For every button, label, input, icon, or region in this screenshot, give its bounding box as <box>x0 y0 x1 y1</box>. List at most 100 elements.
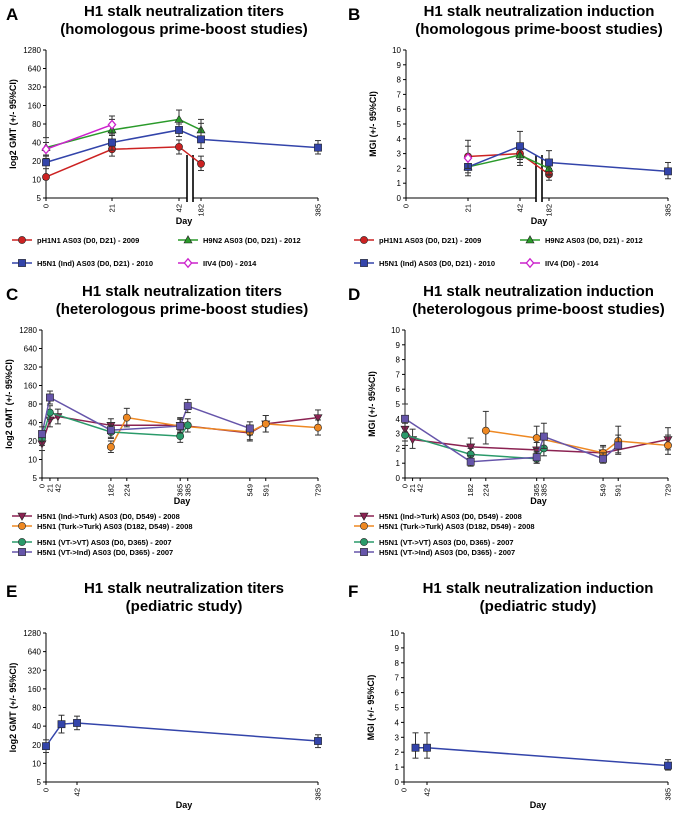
data-point <box>175 126 183 134</box>
y-tick-label: 1280 <box>19 326 37 335</box>
y-tick-label: 160 <box>28 685 42 694</box>
x-tick-label: 591 <box>261 484 270 497</box>
x-tick-label: 42 <box>423 788 432 796</box>
y-tick-label: 5 <box>37 778 42 787</box>
y-tick-label: 2 <box>395 748 400 757</box>
series-line <box>45 722 319 747</box>
legend-item: IIV4 (D0) - 2014 <box>178 257 257 269</box>
x-tick-label: 0 <box>401 484 410 488</box>
panel-b: B H1 stalk neutralization induction(homol… <box>348 3 673 269</box>
x-tick-label: 21 <box>108 204 117 212</box>
x-tick-label: 549 <box>245 484 254 497</box>
legend-label: H5N1 (VT->VT) AS03 (D0, D365) - 2007 <box>379 538 514 547</box>
series-line <box>404 418 619 463</box>
legend-label: H5N1 (Turk->Turk) AS03 (D182, D549) - 20… <box>379 522 535 531</box>
y-tick-label: 0 <box>395 778 400 787</box>
legend-item: H5N1 (Turk->Turk) AS03 (D182, D549) - 20… <box>354 522 535 531</box>
y-tick-label: 640 <box>28 648 42 657</box>
y-tick-label: 6 <box>397 105 402 114</box>
legend-marker <box>360 538 368 546</box>
y-tick-label: 2 <box>396 444 401 453</box>
x-axis-label: Day <box>530 496 547 506</box>
x-tick-label: 591 <box>614 484 623 497</box>
series-3 <box>401 422 548 464</box>
y-tick-label: 8 <box>397 76 402 85</box>
y-tick-label: 20 <box>32 741 41 750</box>
legend-marker <box>18 538 26 546</box>
y-tick-label: 9 <box>395 644 400 653</box>
x-tick-label: 42 <box>175 204 184 212</box>
y-tick-label: 640 <box>28 65 42 74</box>
y-axis-label: log2 GMT (+/- 95%CI) <box>4 359 14 449</box>
legend-label: IIV4 (D0) - 2014 <box>545 259 599 268</box>
x-tick-label: 385 <box>314 204 323 217</box>
x-tick-label: 365 <box>532 484 541 497</box>
series-4 <box>463 139 473 169</box>
x-tick-label: 385 <box>183 484 192 497</box>
panel-f: F H1 stalk neutralization induction(pedia… <box>348 580 673 810</box>
legend-marker <box>18 548 26 556</box>
x-tick-label: 385 <box>664 788 673 801</box>
x-tick-label: 0 <box>400 788 409 792</box>
x-tick-label: 385 <box>314 788 323 801</box>
y-tick-label: 3 <box>395 733 400 742</box>
y-tick-label: 80 <box>28 400 37 409</box>
chart-title: (homologous prime-boost studies) <box>415 21 663 38</box>
legend-label: H9N2 AS03 (D0, D21) - 2012 <box>545 236 643 245</box>
x-tick-label: 182 <box>197 204 206 217</box>
data-point <box>401 414 409 423</box>
y-tick-label: 5 <box>397 120 402 129</box>
series-2 <box>481 410 672 461</box>
x-tick-label: 0 <box>42 788 51 792</box>
legend-item: H5N1 (Ind) AS03 (D0, D21) - 2010 <box>354 259 495 268</box>
data-point <box>314 423 322 432</box>
y-tick-label: 160 <box>24 382 38 391</box>
series-2 <box>41 109 206 159</box>
series-line <box>110 416 319 448</box>
legend-label: H5N1 (Turk->Turk) AS03 (D182, D549) - 20… <box>37 522 193 531</box>
y-tick-label: 10 <box>32 759 41 768</box>
chart-title: (heterologous prime-boost studies) <box>412 301 665 318</box>
data-point <box>42 173 50 181</box>
chart-title: H1 stalk neutralization titers <box>84 3 284 20</box>
data-point <box>466 457 475 466</box>
series-line <box>41 396 251 435</box>
data-point <box>197 159 205 168</box>
y-tick-label: 1280 <box>23 46 41 55</box>
panel-c: C H1 stalk neutralization titers(heterolo… <box>4 283 323 557</box>
legend-label: H5N1 (VT->VT) AS03 (D0, D365) - 2007 <box>37 538 172 547</box>
legend-item: pH1N1 AS03 (D0, D21) - 2009 <box>12 236 139 245</box>
y-tick-label: 640 <box>24 345 38 354</box>
x-tick-label: 729 <box>664 484 673 497</box>
legend-marker <box>18 259 26 267</box>
chart-title: (homologous prime-boost studies) <box>60 21 308 38</box>
legend-item: H5N1 (VT->VT) AS03 (D0, D365) - 2007 <box>354 538 514 547</box>
y-tick-label: 80 <box>32 704 41 713</box>
x-tick-label: 42 <box>516 204 525 212</box>
data-point <box>463 152 473 164</box>
data-point <box>176 422 185 430</box>
legend-item: H5N1 (VT->Ind) AS03 (D0, D365) - 2007 <box>12 548 173 557</box>
x-tick-label: 21 <box>408 484 417 492</box>
y-tick-label: 20 <box>28 437 37 446</box>
data-point <box>175 142 183 151</box>
y-tick-label: 4 <box>397 135 402 144</box>
y-tick-label: 7 <box>396 370 401 379</box>
x-tick-label: 224 <box>122 484 131 497</box>
legend-marker <box>525 257 535 269</box>
x-axis-label: Day <box>176 800 193 810</box>
chart-title: H1 stalk neutralization induction <box>423 580 654 597</box>
x-axis-label: Day <box>531 216 548 226</box>
x-tick-label: 549 <box>599 484 608 497</box>
y-tick-label: 10 <box>392 46 401 55</box>
legend-item: IIV4 (D0) - 2014 <box>520 257 599 269</box>
legend-item: pH1N1 AS03 (D0, D21) - 2009 <box>354 236 481 245</box>
panel-label: B <box>348 5 360 24</box>
x-tick-label: 729 <box>314 484 323 497</box>
y-tick-label: 0 <box>396 474 401 483</box>
data-point <box>183 421 192 430</box>
series-line <box>45 118 202 149</box>
y-tick-label: 80 <box>32 120 41 129</box>
x-tick-label: 224 <box>481 484 490 497</box>
panel-label: A <box>6 5 18 24</box>
